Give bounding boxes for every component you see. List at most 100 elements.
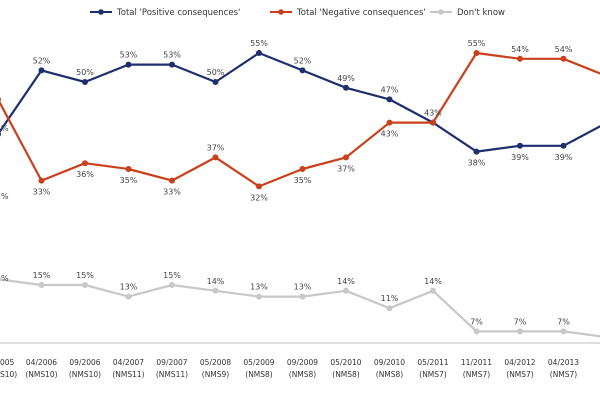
data-label-s1-13: 54%: [555, 45, 573, 54]
data-label-s1-6: 32%: [250, 193, 268, 202]
data-label-s2-7: 13%: [294, 283, 312, 292]
data-point-s0-11: [473, 148, 480, 155]
data-point-s2-5: [212, 287, 219, 294]
data-point-s2-10: [430, 287, 436, 294]
x-tick-region-5: (NMS9): [202, 370, 230, 379]
data-label-s2-11: 7%: [470, 317, 483, 326]
x-tick-date-9: 09/2010: [374, 358, 405, 367]
edge-label-dontknow-first: %: [1, 274, 9, 283]
x-tick-date-4: 09/2007: [156, 358, 187, 367]
data-label-s1-12: 54%: [511, 45, 529, 54]
data-label-s2-8: 14%: [337, 277, 355, 286]
x-tick-region-10: (NMS7): [419, 370, 447, 379]
data-point-s2-2: [82, 282, 88, 288]
x-tick-date-8: 05/2010: [330, 358, 361, 367]
data-label-s2-10: 14%: [424, 277, 442, 286]
x-tick-date-1: 04/2006: [26, 358, 57, 367]
data-point-s2-3: [125, 293, 132, 300]
data-point-s1-11: [473, 50, 480, 56]
data-point-s0-2: [82, 79, 88, 85]
data-label-s2-1: 15%: [33, 271, 51, 280]
data-point-s1-4: [169, 177, 175, 184]
x-tick-date-6: 05/2009: [243, 358, 274, 367]
data-label-s0-6: 55%: [250, 39, 268, 48]
legend-marker-2: [438, 9, 444, 15]
series-layer: [0, 50, 600, 338]
data-label-s2-2: 15%: [76, 271, 94, 280]
data-point-s0-0: [0, 131, 1, 137]
data-label-s0-13: 39%: [555, 153, 573, 162]
x-tick-region-13: (NMS7): [550, 370, 578, 379]
edge-label-positive-first: %: [1, 124, 9, 133]
data-point-s1-8: [343, 154, 349, 161]
x-tick-date-11: 11/2011: [461, 358, 492, 367]
data-point-s0-4: [169, 61, 175, 68]
data-label-s2-12: 7%: [514, 317, 527, 326]
data-label-s1-7: 35%: [294, 176, 312, 185]
data-label-s0-1: 52%: [33, 56, 51, 65]
data-label-s1-3: 35%: [120, 176, 138, 185]
data-label-s1-1: 33%: [33, 188, 51, 197]
data-point-s2-0: [0, 276, 1, 282]
legend: Total 'Positive consequences' Total 'Nega…: [90, 8, 505, 18]
data-point-s2-8: [343, 287, 349, 294]
data-point-s1-10: [430, 119, 436, 126]
legend-label-1: Total 'Negative consequences': [296, 8, 426, 18]
x-tick-date-7: 09/2009: [287, 358, 318, 367]
data-point-s1-12: [517, 55, 523, 62]
data-point-s2-12: [517, 328, 523, 335]
data-label-s0-5: 50%: [207, 68, 225, 77]
x-tick-date-12: 04/2012: [504, 358, 535, 367]
data-point-s0-9: [386, 96, 393, 103]
data-label-s2-3: 13%: [120, 283, 138, 292]
data-label-s2-9: 11%: [381, 294, 399, 303]
data-label-s0-7: 52%: [294, 56, 312, 65]
x-tick-region-11: (NMS7): [463, 370, 491, 379]
legend-label-0: Total 'Positive consequences': [116, 8, 240, 18]
x-tick-region-7: (NMS8): [289, 370, 317, 379]
data-point-s0-6: [256, 50, 262, 56]
data-point-s1-6: [256, 183, 262, 190]
x-tick-date-10: 05/2011: [417, 358, 448, 367]
data-point-s1-5: [212, 154, 219, 161]
data-point-s1-9: [386, 119, 393, 126]
data-label-s1-5: 37%: [207, 143, 225, 152]
data-point-s2-7: [299, 293, 306, 300]
data-label-s2-13: 7%: [557, 317, 570, 326]
x-tick-region-3: (NMS11): [112, 370, 144, 379]
data-point-s1-2: [82, 160, 88, 167]
x-tick-region-1: (NMS10): [25, 370, 57, 379]
x-tick-region-8: (NMS8): [332, 370, 360, 379]
data-point-s0-12: [517, 142, 523, 149]
data-point-s2-11: [473, 328, 480, 335]
data-point-s0-1: [38, 67, 45, 74]
x-tick-region-2: (NMS10): [69, 370, 101, 379]
x-tick-region-9: (NMS8): [376, 370, 404, 379]
data-point-s2-6: [256, 293, 262, 300]
legend-marker-1: [278, 9, 284, 15]
data-point-s2-9: [386, 305, 393, 312]
data-point-s1-1: [38, 177, 45, 184]
x-axis: 04/2006 (NMS10) 09/2006 (NMS10) 04/2007 (NMS1…: [0, 342, 600, 379]
data-point-s0-13: [560, 142, 567, 149]
data-point-s1-7: [299, 166, 306, 172]
data-label-layer: 52% 50% 53% 53% 50% 55% 52% 49% 47% 43% 38% 39% 39% 3…: [1, 39, 573, 326]
x-tick-date-0-fragment: 005: [0, 358, 15, 367]
data-label-s0-8: 49%: [337, 74, 355, 83]
data-label-s0-2: 50%: [76, 68, 94, 77]
data-label-s0-9: 47%: [381, 85, 399, 94]
data-point-s2-1: [38, 282, 45, 288]
x-tick-date-2: 09/2006: [69, 358, 100, 367]
legend-marker-0: [98, 9, 104, 15]
x-tick-date-13: 04/2013: [548, 358, 579, 367]
data-label-s1-9: 43%: [381, 130, 399, 139]
data-point-s0-5: [212, 79, 219, 85]
data-point-s2-13: [560, 328, 567, 335]
edge-label-negative-first: %: [1, 192, 9, 201]
data-point-s0-8: [343, 84, 349, 91]
data-label-s0-3: 53%: [120, 51, 138, 60]
legend-label-2: Don't know: [457, 8, 505, 18]
data-label-s1-4: 33%: [163, 188, 181, 197]
x-tick-date-5: 05/2008: [200, 358, 231, 367]
